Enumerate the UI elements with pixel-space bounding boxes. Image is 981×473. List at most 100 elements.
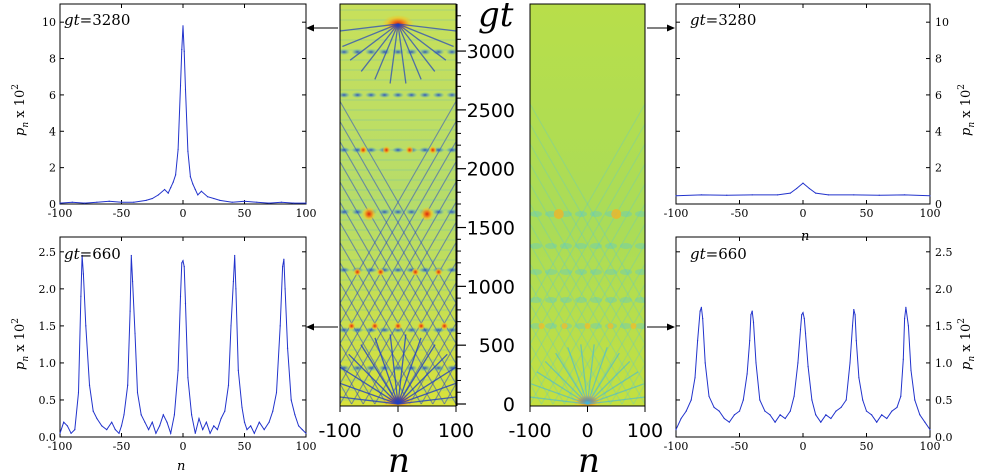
heatmap-right-fan	[586, 344, 595, 405]
heatmap-left-ray	[340, 261, 422, 405]
top-right-data-point	[815, 192, 817, 194]
heatmap-left-speckle	[446, 327, 456, 333]
heatmap-left-speckle	[446, 49, 456, 55]
heatmap-left-speckle	[419, 92, 431, 98]
heatmap-left-fan	[389, 334, 399, 405]
heatmap-right-ray	[530, 102, 645, 306]
top-left-ytick-label: 10	[42, 16, 56, 29]
heatmap-left-fan	[397, 23, 454, 48]
heatmap-left-fan	[360, 344, 399, 405]
heatmap-right-speckle	[635, 243, 645, 249]
bottom-left-ytick-label: 2.5	[39, 246, 57, 259]
heatmap-left-speckle	[378, 49, 391, 55]
bottom-left-data-point	[250, 425, 252, 427]
bottom-left-xtick-label: -50	[113, 440, 131, 453]
heatmap-left-hotspot	[382, 146, 391, 154]
bottom-right-data-point	[910, 369, 912, 371]
bottom-right-data-point	[779, 414, 781, 416]
bottom-right-data-point	[803, 317, 805, 320]
heatmap-left-speckle	[405, 49, 418, 55]
heatmap-right-ray	[530, 182, 645, 386]
top-right-ytick-label: 10	[935, 16, 949, 29]
heatmap-left-speckle	[340, 92, 350, 98]
center-gt-tick-label: 2500	[467, 100, 515, 122]
heatmap-left-hotspot	[347, 322, 356, 330]
top-right-data-point	[808, 187, 810, 190]
bottom-left-data-point	[298, 425, 300, 427]
heatmap-right-speckle	[620, 297, 632, 303]
top-right-data-point	[878, 194, 880, 196]
heatmap-left-speckle	[340, 49, 350, 55]
bottom-right-xtick-label: -100	[664, 440, 689, 453]
heatmap-right-speckle	[545, 243, 557, 249]
top-left-data-point	[183, 50, 185, 52]
bottom-right-ytick-label: 1.5	[935, 320, 953, 333]
top-left-data-point	[96, 201, 98, 203]
bottom-left-data-point	[147, 428, 150, 431]
bottom-right-data-point	[696, 340, 699, 342]
heatmap-left-speckle	[378, 209, 391, 215]
heatmap-right-speckle	[545, 297, 557, 303]
bottom-right-data-point	[905, 306, 907, 308]
heatmap-left-fan	[397, 23, 447, 61]
heatmap-left-fan	[397, 344, 436, 405]
bottom-left-data-point	[140, 414, 142, 416]
bottom-left-data-point	[305, 432, 307, 434]
bottom-right-data-point	[742, 399, 744, 401]
heatmap-right-speckle	[605, 269, 617, 275]
bottom-left-data-point	[59, 432, 61, 434]
top-right-data-point	[777, 194, 779, 196]
bottom-right-data-point	[886, 417, 888, 420]
bottom-right-data-point	[862, 399, 864, 401]
top-left-xtick-label: -50	[113, 207, 131, 220]
heatmap-left-speckle	[446, 92, 456, 98]
top-right-frame	[675, 3, 931, 205]
top-left-data-point	[71, 201, 73, 203]
top-right-xtick-label: 50	[860, 207, 874, 220]
bottom-right-data-point	[793, 395, 795, 397]
bottom-left-data-point	[194, 432, 196, 434]
heatmap-left-ray	[340, 100, 456, 305]
heatmap-right-x-axis: -100 0 100	[508, 406, 663, 442]
bottom-left-data-point	[181, 262, 183, 264]
bottom-left-data-point	[123, 414, 125, 416]
top-left-data-point	[280, 201, 282, 203]
bottom-left-xtick-label: -100	[48, 440, 73, 453]
bottom-right-data-point	[755, 362, 757, 364]
bottom-left-panel-label: gt=660	[64, 245, 121, 263]
bottom-right-data-point	[815, 414, 817, 416]
top-right-y-label: pn x 102	[957, 84, 977, 136]
bottom-right-data-point	[718, 410, 720, 412]
top-left-data-point	[243, 200, 246, 202]
heatmap-right-ray	[530, 302, 588, 405]
heatmap-left-speckle	[351, 209, 364, 215]
bottom-left-data-point	[202, 428, 204, 431]
bottom-left-data-point	[82, 273, 84, 275]
bottom-left-ytick-label: 0.0	[39, 431, 57, 444]
top-right-xtick-label: 0	[800, 207, 807, 220]
top-left-data-point	[207, 196, 209, 198]
top-left-y-label: pn x 102	[11, 84, 31, 136]
heatmap-right-speckle	[635, 211, 645, 217]
bottom-left-data-point	[85, 325, 87, 327]
center-gt-tick-label: 3000	[467, 41, 515, 63]
bottom-right-data-point	[820, 421, 822, 423]
heatmap-left-background	[340, 4, 456, 406]
arrow-bottom-right	[647, 323, 675, 331]
top-right-ytick-label: 8	[935, 53, 942, 66]
bottom-left-data-point	[220, 417, 222, 420]
heatmap-right-ray	[598, 322, 645, 405]
heatmap-left-fan	[397, 23, 436, 72]
heatmap-left-speckle	[446, 147, 456, 153]
heatmap-right-speckle	[560, 269, 572, 275]
heatmap-left-speckle	[365, 147, 377, 153]
heatmap-right-speckle	[530, 243, 542, 249]
arrow-top-left	[306, 24, 338, 32]
bottom-left-data-point	[294, 414, 296, 416]
bottom-left-data-point	[127, 384, 129, 386]
bottom-left-data-point	[151, 421, 153, 423]
top-right-xtick-label: 100	[920, 207, 941, 220]
heatmap-left-speckle	[351, 49, 364, 55]
heatmap-left-fan	[360, 23, 399, 72]
bottom-right-data-point	[699, 310, 701, 312]
